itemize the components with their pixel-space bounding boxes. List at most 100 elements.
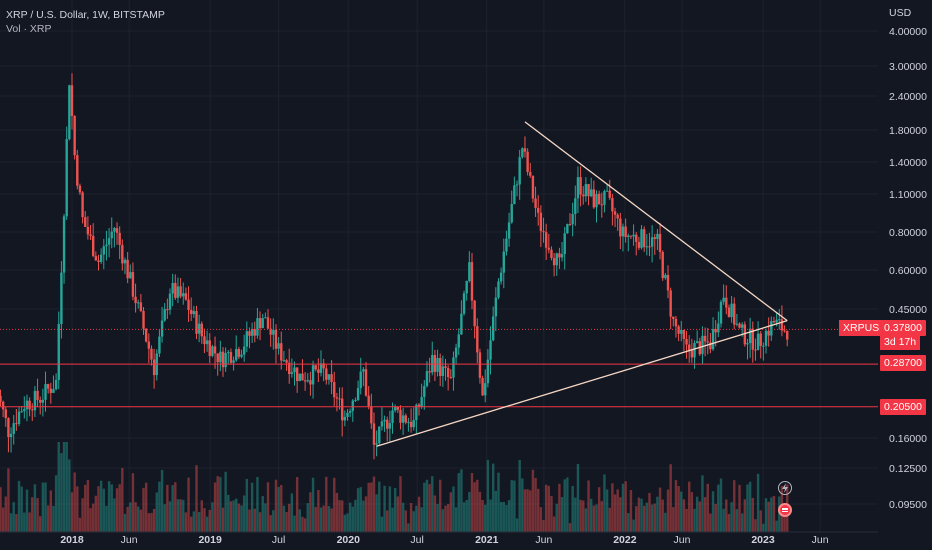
candle-body bbox=[184, 293, 188, 300]
candle-body bbox=[505, 238, 508, 252]
volume-bar bbox=[446, 504, 450, 532]
volume-bar bbox=[99, 480, 103, 532]
volume-bar bbox=[28, 512, 31, 532]
volume-bar bbox=[677, 486, 680, 532]
volume-bar bbox=[393, 487, 397, 532]
candle-body bbox=[160, 320, 164, 337]
volume-bar bbox=[171, 485, 174, 532]
volume-bar bbox=[76, 486, 79, 532]
candle-body bbox=[89, 234, 92, 236]
volume-bar bbox=[674, 480, 678, 532]
candle-body bbox=[605, 190, 609, 192]
candle-body bbox=[49, 388, 53, 393]
candle-body bbox=[359, 371, 362, 389]
candle-body bbox=[126, 259, 129, 279]
volume-bar bbox=[372, 476, 376, 532]
volume-bar bbox=[473, 482, 476, 532]
candle-body bbox=[412, 420, 415, 428]
candle-body bbox=[491, 316, 495, 341]
candle-body bbox=[364, 369, 368, 396]
volume-bar bbox=[688, 481, 691, 532]
volume-bar bbox=[386, 510, 389, 532]
price-tick-label: 0.80000 bbox=[889, 227, 927, 239]
candle-body bbox=[571, 213, 574, 225]
candle-body bbox=[86, 226, 90, 235]
volume-bar bbox=[110, 484, 113, 532]
candle-body bbox=[772, 321, 776, 323]
candle-body bbox=[446, 368, 450, 378]
volume-bar bbox=[404, 510, 407, 532]
volume-bar bbox=[237, 503, 241, 532]
candle-body bbox=[786, 330, 789, 340]
volume-bar bbox=[380, 516, 384, 532]
time-tick-label: 2023 bbox=[751, 534, 775, 546]
volume-bar bbox=[484, 504, 487, 532]
candle-body bbox=[123, 259, 127, 264]
candle-body bbox=[420, 396, 423, 407]
candle-body bbox=[579, 177, 582, 195]
candle-body bbox=[439, 358, 442, 376]
candle-body bbox=[751, 328, 754, 350]
volume-bar bbox=[78, 517, 82, 532]
volume-bar bbox=[534, 477, 537, 532]
volume-bar bbox=[9, 513, 13, 532]
volume-bar bbox=[605, 489, 609, 532]
volume-bar bbox=[425, 479, 429, 532]
candle-body bbox=[340, 398, 344, 421]
candle-body bbox=[560, 254, 564, 258]
candle-body bbox=[425, 371, 429, 387]
volume-bar bbox=[515, 518, 519, 532]
candle-body bbox=[486, 359, 490, 384]
volume-bar bbox=[277, 486, 280, 532]
volume-bar bbox=[36, 498, 39, 532]
candle-body bbox=[619, 218, 622, 237]
candle-body bbox=[441, 366, 445, 376]
candle-body bbox=[526, 151, 529, 172]
volume-bar bbox=[211, 502, 214, 532]
candle-body bbox=[195, 311, 198, 334]
volume-bar bbox=[544, 484, 548, 532]
candle-body bbox=[743, 324, 747, 345]
candle-body bbox=[759, 333, 762, 346]
volume-bar bbox=[57, 442, 60, 532]
volume-bar bbox=[531, 469, 535, 532]
flag-icon[interactable] bbox=[778, 503, 792, 517]
candle-body bbox=[73, 115, 76, 156]
candle-body bbox=[277, 343, 280, 349]
candle-body bbox=[473, 300, 476, 327]
currency-label[interactable]: USD bbox=[889, 7, 912, 19]
chart-legend: XRP / U.S. Dollar, 1W, BITSTAMP Vol · XR… bbox=[6, 8, 165, 36]
candle-body bbox=[481, 377, 484, 396]
candle-body bbox=[444, 366, 447, 369]
candle-body bbox=[642, 229, 646, 248]
candle-body bbox=[269, 328, 272, 335]
volume-bar bbox=[168, 501, 172, 532]
volume-bar bbox=[205, 516, 209, 532]
volume-label[interactable]: Vol · XRP bbox=[6, 23, 52, 35]
volume-bar bbox=[301, 516, 304, 532]
candle-body bbox=[171, 282, 174, 294]
candle-body bbox=[661, 251, 664, 279]
volume-bar bbox=[584, 508, 588, 532]
candle-body bbox=[306, 380, 309, 382]
candle-body bbox=[547, 247, 551, 250]
candle-body bbox=[589, 189, 593, 197]
volume-bar bbox=[415, 505, 418, 532]
lightning-icon[interactable] bbox=[778, 481, 792, 495]
volume-bar bbox=[452, 486, 455, 532]
symbol-title[interactable]: XRP / U.S. Dollar, 1W, BITSTAMP bbox=[6, 9, 165, 21]
price-tick-label: 2.40000 bbox=[889, 91, 927, 103]
volume-bar bbox=[335, 492, 339, 532]
volume-bar bbox=[102, 488, 105, 532]
volume-bar bbox=[783, 505, 786, 532]
candle-body bbox=[401, 415, 405, 423]
candle-body bbox=[200, 323, 203, 337]
candle-body bbox=[778, 319, 781, 321]
candle-body bbox=[558, 253, 561, 258]
volume-bar bbox=[624, 481, 627, 532]
volume-bar bbox=[711, 491, 715, 532]
price-tick-label: 0.60000 bbox=[889, 265, 927, 277]
volume-bar bbox=[635, 506, 638, 532]
candle-body bbox=[282, 360, 286, 362]
